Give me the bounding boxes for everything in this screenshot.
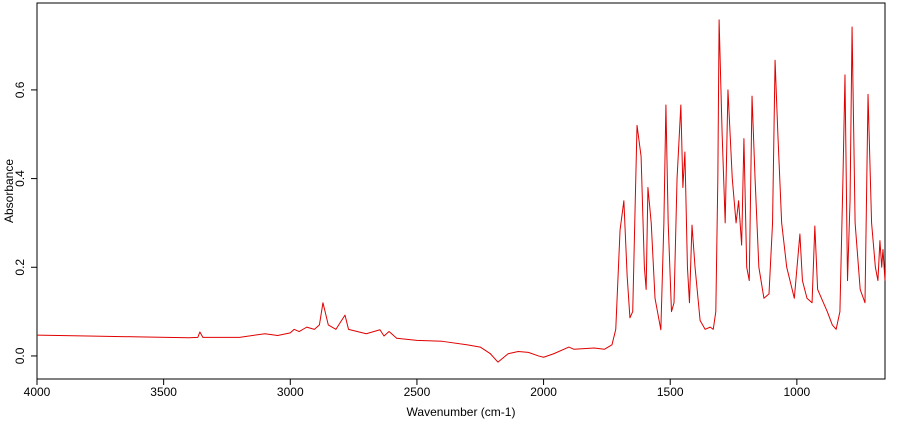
y-tick-label: 0.2 <box>13 259 27 276</box>
x-tick-label: 3500 <box>150 385 177 399</box>
y-tick-label: 0.6 <box>13 81 27 98</box>
y-tick-label: 0.4 <box>13 170 27 187</box>
x-tick-label: 2000 <box>530 385 557 399</box>
x-tick-label: 1500 <box>657 385 684 399</box>
y-tick-label: 0.0 <box>13 347 27 364</box>
x-tick-label: 4000 <box>24 385 51 399</box>
x-tick-label: 2500 <box>404 385 431 399</box>
y-axis-title: Absorbance <box>2 159 16 223</box>
plot-frame <box>36 2 886 380</box>
x-tick-label: 1000 <box>784 385 811 399</box>
spectrum-line <box>36 19 886 363</box>
x-axis-title: Wavenumber (cm-1) <box>407 405 516 419</box>
x-tick-label: 3000 <box>277 385 304 399</box>
